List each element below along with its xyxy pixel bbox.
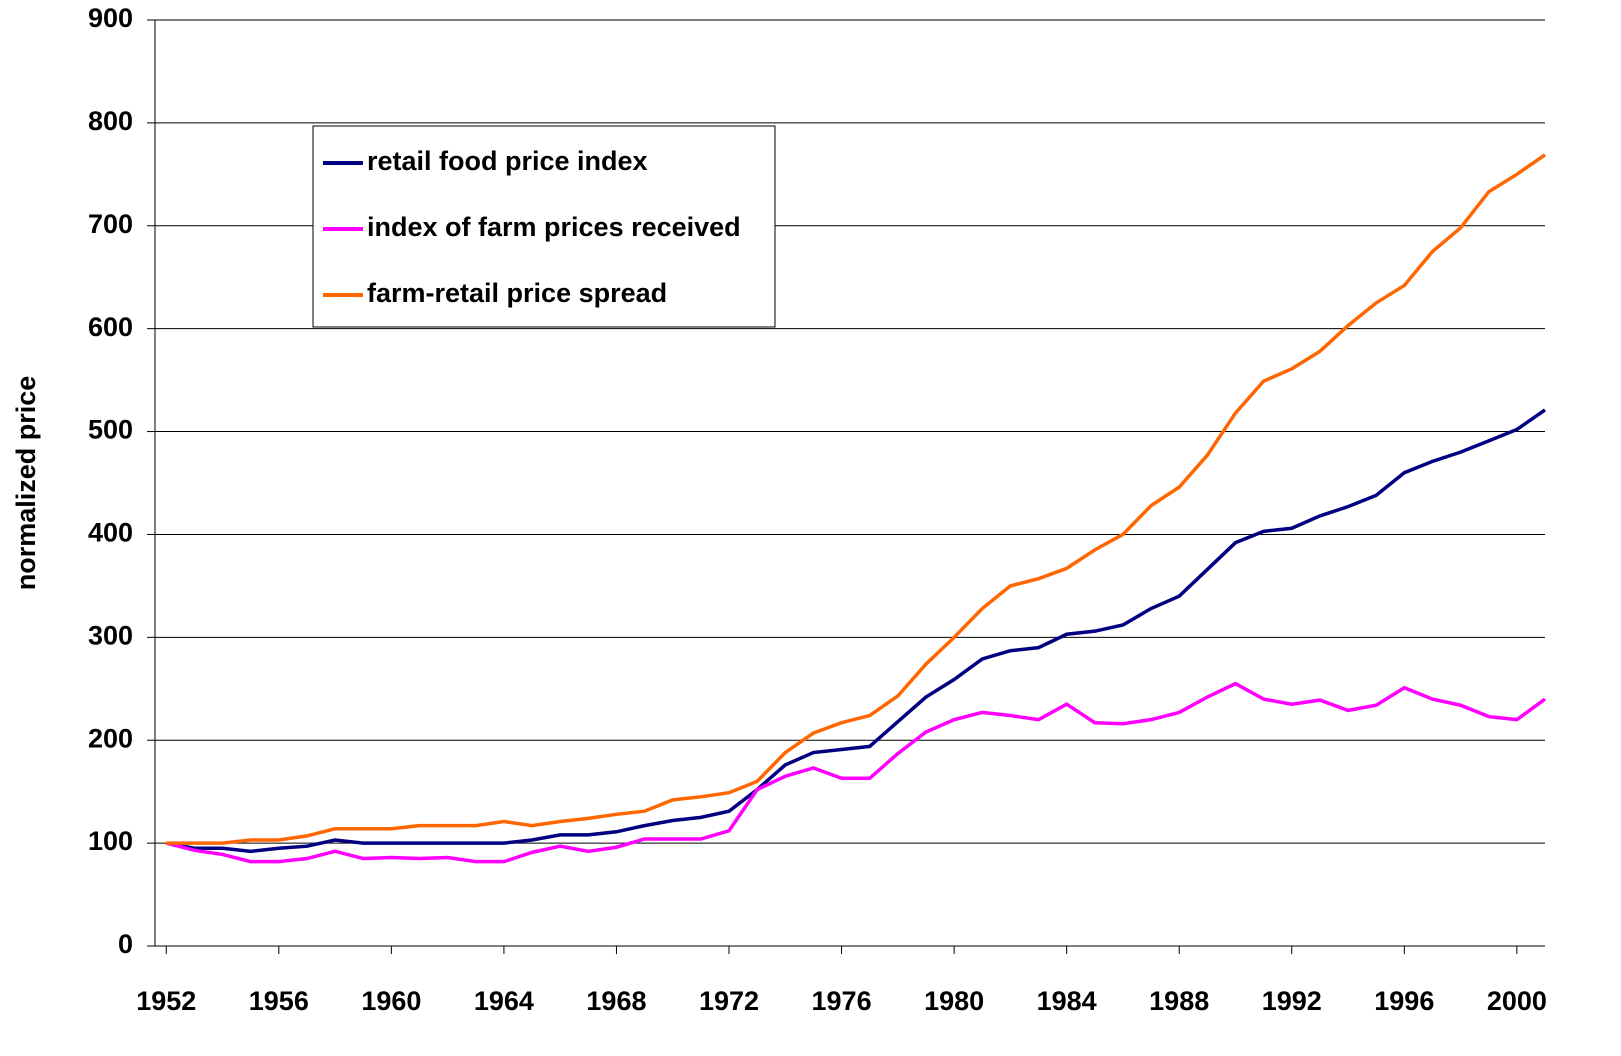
y-axis-label: normalized price — [11, 376, 41, 591]
y-tick-label: 500 — [88, 415, 133, 445]
series-line — [165, 681, 1547, 864]
y-tick-label: 700 — [88, 209, 133, 239]
y-tick-label: 600 — [88, 312, 133, 342]
legend-label: retail food price index — [367, 146, 648, 176]
y-tick-label: 100 — [88, 826, 133, 856]
x-tick-label: 1960 — [361, 986, 421, 1016]
legend-label: index of farm prices received — [367, 212, 741, 242]
x-tick-label: 1980 — [924, 986, 984, 1016]
x-tick-label: 1956 — [249, 986, 309, 1016]
y-tick-label: 300 — [88, 620, 133, 650]
x-tick-label: 1996 — [1374, 986, 1434, 1016]
x-tick-label: 2000 — [1487, 986, 1547, 1016]
series-line — [166, 153, 1546, 845]
x-tick-label: 1984 — [1037, 986, 1097, 1016]
x-tick-label: 1992 — [1262, 986, 1322, 1016]
y-tick-label: 900 — [88, 3, 133, 33]
y-tick-label: 200 — [88, 723, 133, 753]
y-tick-label: 0 — [118, 929, 133, 959]
legend-label: farm-retail price spread — [367, 278, 667, 308]
x-tick-label: 1952 — [136, 986, 196, 1016]
x-tick-label: 1988 — [1149, 986, 1209, 1016]
x-tick-label: 1972 — [699, 986, 759, 1016]
series-line — [165, 408, 1546, 854]
y-tick-label: 800 — [88, 106, 133, 136]
x-tick-label: 1964 — [474, 986, 534, 1016]
x-tick-label: 1976 — [812, 986, 872, 1016]
y-tick-label: 400 — [88, 518, 133, 548]
legend-box — [312, 125, 776, 328]
x-tick-label: 1968 — [586, 986, 646, 1016]
